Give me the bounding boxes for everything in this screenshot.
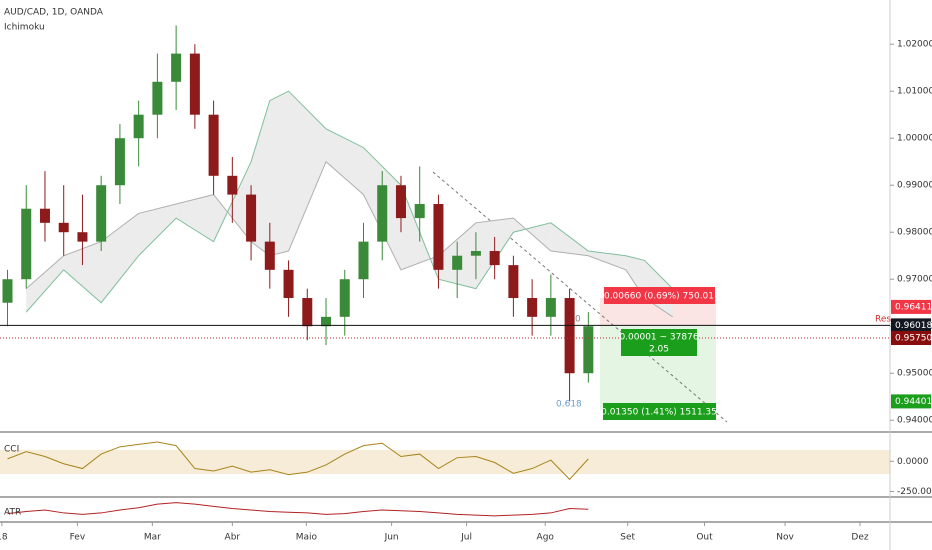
y-tick-label: 0.97000 xyxy=(897,275,932,285)
y-tick-label: 0.99000 xyxy=(897,181,932,191)
candle-body xyxy=(452,255,463,270)
cloud-fill xyxy=(138,204,177,256)
y-tick-label: 1.00000 xyxy=(897,134,932,144)
candle-body xyxy=(395,185,406,219)
x-tick-label: Jul xyxy=(460,533,472,543)
y-tick-label: 0.94000 xyxy=(897,416,932,426)
x-tick-label: Out xyxy=(696,533,713,543)
candle-body xyxy=(208,114,219,176)
x-tick-label: Mar xyxy=(144,533,161,543)
price-label-box xyxy=(891,330,931,345)
y-tick-label: 0.95000 xyxy=(897,369,932,379)
price-label-box xyxy=(891,299,931,314)
stop-text: 0.00660 (0.69%) 750.01 xyxy=(604,292,714,302)
candle-body xyxy=(114,138,125,186)
candle-body xyxy=(377,185,388,242)
x-tick-label: Set xyxy=(620,533,635,543)
price-label: 0.95750 xyxy=(895,333,932,343)
candle-body xyxy=(527,298,538,317)
y-tick-label: -250.0000 xyxy=(897,487,932,497)
atr-label: ATR xyxy=(4,508,21,518)
y-tick-label: 0.0000 xyxy=(897,457,929,467)
candle-body xyxy=(152,81,163,115)
candle-body xyxy=(39,208,50,223)
cci-label: CCI xyxy=(4,445,19,455)
chart-title: AUD/CAD, 1D, OANDA xyxy=(4,8,104,18)
candle-body xyxy=(489,251,500,266)
indicator-label: Ichimoku xyxy=(4,23,45,33)
candle-body xyxy=(358,241,369,280)
x-tick-label: Fev xyxy=(70,533,86,543)
candle-body xyxy=(77,232,88,242)
x-tick-label: Maio xyxy=(296,533,318,543)
candle-body xyxy=(2,279,13,303)
cloud-line xyxy=(25,90,674,313)
candle-body xyxy=(264,241,275,270)
candle-body xyxy=(470,251,481,256)
target-text: 0.01350 (1.41%) 1511.35 xyxy=(601,408,717,418)
candle-body xyxy=(58,222,69,233)
cloud-fill xyxy=(269,91,289,256)
price-label-box xyxy=(891,394,931,409)
candle-body xyxy=(564,298,575,374)
candle-body xyxy=(171,53,182,82)
x-tick-label: Jun xyxy=(384,533,399,543)
candle-body xyxy=(583,326,594,374)
candle-body xyxy=(302,298,313,327)
y-tick-label: 1.02000 xyxy=(897,40,932,50)
cloud-fill xyxy=(63,241,102,303)
cloud-fill xyxy=(101,213,139,303)
entry-text: 0.00001 ~ 37876 xyxy=(619,333,698,343)
price-label: 0.94401 xyxy=(895,397,932,407)
y-tick-label: 0.98000 xyxy=(897,228,932,238)
candle-body xyxy=(339,279,350,317)
candle-body xyxy=(133,114,144,139)
x-tick-label: Abr xyxy=(225,533,241,543)
plot: 1.02000 1.01000 1.00000 0.99000 0.98000 0.970… xyxy=(0,25,932,543)
candle-body xyxy=(283,269,294,299)
x-tick-label: Ago xyxy=(537,533,555,543)
cloud-fill xyxy=(176,194,214,242)
candle-body xyxy=(433,204,444,270)
cloud-line xyxy=(25,160,673,318)
cci-band xyxy=(0,450,890,474)
cloud-fill xyxy=(326,128,364,195)
candle-body xyxy=(21,208,32,280)
cci-line xyxy=(7,441,589,481)
target-box xyxy=(603,403,716,420)
price-label: 0.96018 xyxy=(895,321,932,331)
candle-body xyxy=(508,265,519,299)
candle-body xyxy=(321,316,332,327)
cloud-fill xyxy=(588,251,626,270)
stop-box xyxy=(604,287,715,304)
entry-box xyxy=(621,329,697,356)
price-label-box xyxy=(891,318,931,333)
fib-label: 0.618 xyxy=(556,400,582,410)
price-label: 0.96411 xyxy=(895,302,932,312)
res-label: Res xyxy=(875,315,891,325)
cloud-fill xyxy=(288,91,327,252)
ratio-text: 2.05 xyxy=(649,345,669,355)
x-tick-label: Nov xyxy=(776,533,794,543)
y-tick-label: 1.01000 xyxy=(897,87,932,97)
x-tick-label: Dez xyxy=(851,533,868,543)
x-tick-label: 18 xyxy=(0,533,8,543)
candle-body xyxy=(227,175,238,195)
candle-body xyxy=(246,194,257,242)
atr-line xyxy=(7,502,589,517)
candle-body xyxy=(96,185,107,242)
fib-label: 0 xyxy=(575,315,581,325)
candle-body xyxy=(189,53,200,115)
cloud-fill xyxy=(550,222,589,256)
candle-body xyxy=(545,298,556,317)
cloud-fill xyxy=(26,255,64,313)
trend-line xyxy=(432,171,728,423)
candle-body xyxy=(414,204,425,219)
